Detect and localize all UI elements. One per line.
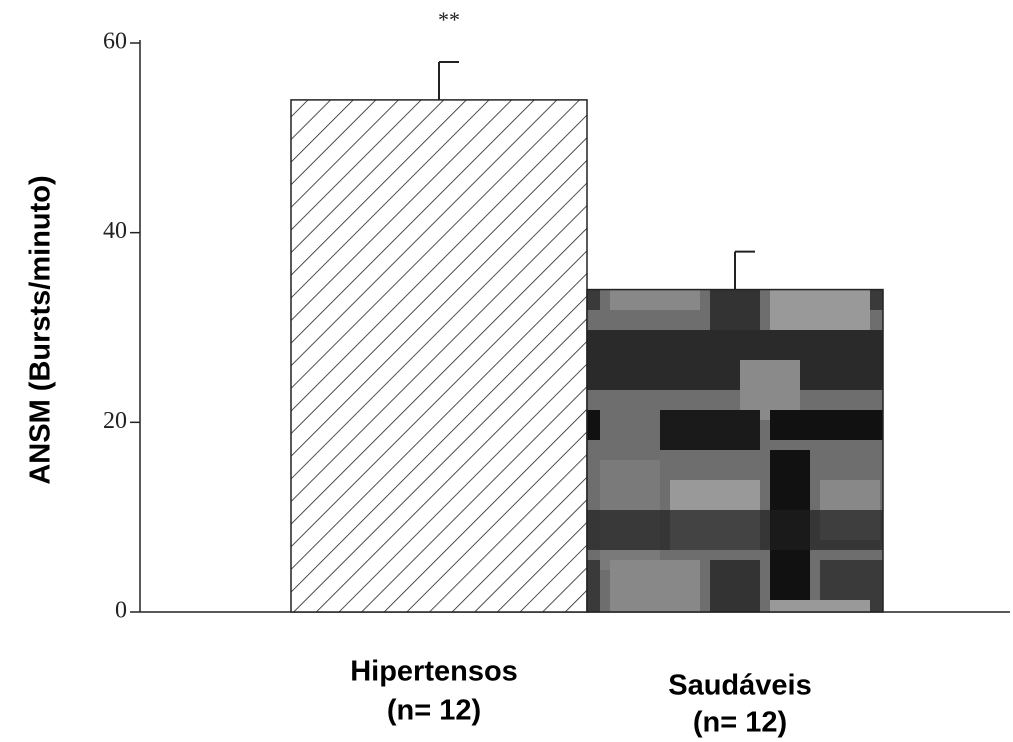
y-tick-label: 20 <box>103 408 127 434</box>
y-tick-label: 40 <box>103 218 127 244</box>
x-tick-label: (n= 12) <box>693 707 787 739</box>
bar <box>290 99 588 613</box>
x-tick-label: Saudáveis <box>668 670 811 702</box>
y-tick-label: 60 <box>103 29 127 55</box>
bar <box>586 288 884 613</box>
x-tick-label: (n= 12) <box>387 695 481 727</box>
y-tick-label: 0 <box>115 598 127 624</box>
annotation: ** <box>438 7 460 32</box>
x-tick-label: Hipertensos <box>350 656 518 688</box>
y-axis-label: ANSM (Bursts/minuto) <box>25 175 57 484</box>
